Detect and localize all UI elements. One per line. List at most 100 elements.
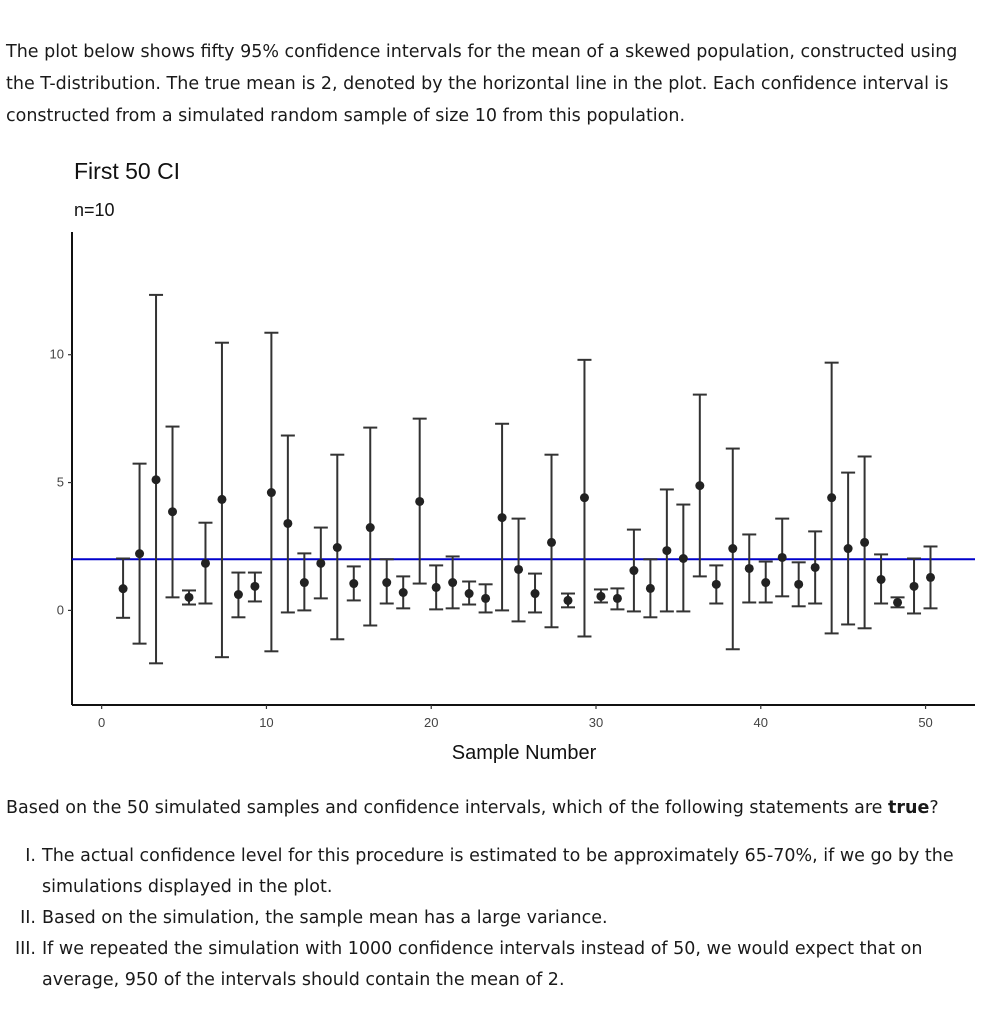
ci-mean-point [514,564,524,574]
x-tick-label: 0 [98,715,105,730]
ci-mean-point [217,494,227,504]
ci-mean-point [777,552,787,562]
ci-mean-point [497,513,507,523]
confidence-interval [610,587,625,611]
ci-mean-point [645,583,655,593]
confidence-interval [725,447,740,651]
ci-mean-point [678,553,688,563]
confidence-interval [297,552,312,612]
ci-mean-point [118,584,128,594]
question: Based on the 50 simulated samples and co… [6,792,981,996]
ci-mean-point [332,543,342,553]
confidence-interval [181,589,196,606]
confidence-interval [165,425,180,599]
x-tick-label: 10 [259,715,273,730]
confidence-interval [676,503,691,613]
ci-mean-point [431,582,441,592]
confidence-interval [495,422,510,612]
ci-mean-point [349,579,359,589]
confidence-interval [874,553,889,605]
confidence-interval [198,521,213,605]
confidence-interval [709,564,724,605]
prompt-end: ? [929,798,939,818]
ci-mean-point [629,566,639,576]
confidence-interval [692,393,707,578]
ci-mean-point [761,578,771,588]
confidence-interval [841,471,856,626]
ci-mean-point [810,562,820,572]
statement-number: I. [25,846,36,866]
confidence-interval [149,293,164,665]
confidence-interval [643,558,658,619]
x-tick-label: 30 [589,715,603,730]
ci-mean-point [827,493,837,503]
confidence-interval [791,561,806,608]
statement-text: Based on the simulation, the sample mean… [42,908,608,928]
ci-mean-point [711,579,721,589]
error-bars [116,293,938,665]
axes: 0 5 10 0 10 20 30 40 50 [50,232,975,730]
statement-text: The actual confidence level for this pro… [42,846,954,897]
confidence-interval [626,528,641,613]
ci-mean-point [299,578,309,588]
statement-number: II. [20,908,36,928]
ci-mean-point [695,481,705,491]
x-tick-label: 40 [754,715,768,730]
ci-mean-point [168,507,178,517]
statement-text: If we repeated the simulation with 1000 … [42,939,923,990]
confidence-interval [742,533,757,604]
ci-mean-point [365,523,375,533]
ci-mean-point [860,537,870,547]
ci-mean-point [233,590,243,600]
ci-mean-point [398,588,408,598]
confidence-interval [923,545,938,610]
ci-mean-point [530,589,540,599]
confidence-interval [445,555,460,610]
ci-mean-point [547,537,557,547]
ci-mean-point [200,558,210,568]
confidence-interval [528,572,543,614]
x-axis-label: Sample Number [452,742,597,764]
confidence-interval [214,341,229,659]
confidence-interval [577,358,592,638]
statement-3: III. If we repeated the simulation with 1… [6,934,981,996]
ci-mean-point [876,574,886,584]
confidence-interval [396,575,411,610]
intro-paragraph: The plot below shows fifty 95% confidenc… [6,42,958,126]
ci-mean-point [563,595,573,605]
confidence-interval [478,583,493,614]
statement-number: III. [14,939,36,959]
prompt-text: Based on the 50 simulated samples and co… [6,798,889,818]
confidence-interval [808,530,823,605]
confidence-interval [824,361,839,635]
confidence-interval [264,331,279,653]
ci-mean-point [662,546,672,556]
ci-mean-point [151,475,161,485]
statement-list: I. The actual confidence level for this p… [6,841,981,996]
ci-mean-point [794,579,804,589]
ci-mean-point [909,581,919,591]
confidence-interval [313,526,328,600]
chart-subtitle: n=10 [74,200,115,220]
ci-mean-point [744,563,754,573]
statement-1: I. The actual confidence level for this p… [6,841,981,903]
intro-text: The plot below shows fifty 95% confidenc… [6,36,976,132]
confidence-interval [346,565,361,602]
confidence-interval [363,426,378,627]
confidence-interval [857,455,872,630]
y-tick-label: 0 [57,602,64,617]
confidence-interval [659,488,674,613]
confidence-interval [775,517,790,598]
confidence-interval [890,596,905,609]
confidence-interval [247,571,262,603]
ci-mean-point [266,488,276,498]
confidence-interval [462,580,477,606]
ci-mean-point [728,544,738,554]
prompt-emphasis: true [888,798,930,818]
x-tick-label: 50 [918,715,932,730]
ci-mean-point [843,544,853,554]
ci-mean-point [316,558,326,568]
confidence-interval [231,571,246,619]
y-tick-label: 5 [57,475,64,490]
statement-2: II. Based on the simulation, the sample m… [6,903,981,934]
